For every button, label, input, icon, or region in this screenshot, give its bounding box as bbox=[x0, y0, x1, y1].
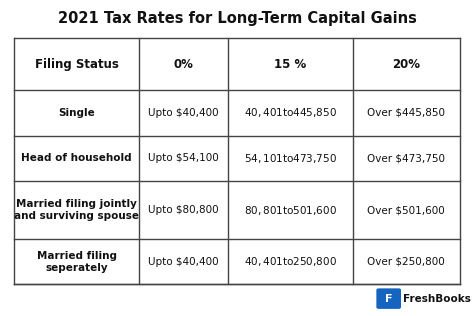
FancyBboxPatch shape bbox=[376, 288, 401, 309]
Text: Married filing jointly
and surviving spouse: Married filing jointly and surviving spo… bbox=[14, 199, 139, 221]
Text: Filing Status: Filing Status bbox=[35, 58, 118, 71]
Text: Over $501,600: Over $501,600 bbox=[367, 205, 445, 215]
Text: Head of household: Head of household bbox=[21, 153, 132, 163]
Text: Over $473,750: Over $473,750 bbox=[367, 153, 445, 163]
Text: 20%: 20% bbox=[392, 58, 420, 71]
Text: $80,801 to $501,600: $80,801 to $501,600 bbox=[244, 204, 337, 216]
Text: Upto $54,100: Upto $54,100 bbox=[148, 153, 219, 163]
Text: Upto $40,400: Upto $40,400 bbox=[148, 108, 219, 118]
Text: $40,401 to $445,850: $40,401 to $445,850 bbox=[244, 106, 337, 119]
Text: 0%: 0% bbox=[173, 58, 193, 71]
Text: Over $445,850: Over $445,850 bbox=[367, 108, 445, 118]
Text: 15 %: 15 % bbox=[274, 58, 307, 71]
Bar bbox=[14, 38, 460, 284]
Text: Upto $40,400: Upto $40,400 bbox=[148, 257, 219, 267]
Text: FreshBooks: FreshBooks bbox=[403, 294, 471, 304]
Text: Over $250,800: Over $250,800 bbox=[367, 257, 445, 267]
Text: $40,401 to $250,800: $40,401 to $250,800 bbox=[244, 255, 337, 268]
Text: Married filing
seperately: Married filing seperately bbox=[36, 251, 117, 272]
Text: Single: Single bbox=[58, 108, 95, 118]
Text: $54,101 to $473,750: $54,101 to $473,750 bbox=[244, 152, 337, 165]
Text: F: F bbox=[385, 294, 392, 304]
Text: Upto $80,800: Upto $80,800 bbox=[148, 205, 219, 215]
Text: 2021 Tax Rates for Long-Term Capital Gains: 2021 Tax Rates for Long-Term Capital Gai… bbox=[57, 11, 417, 26]
